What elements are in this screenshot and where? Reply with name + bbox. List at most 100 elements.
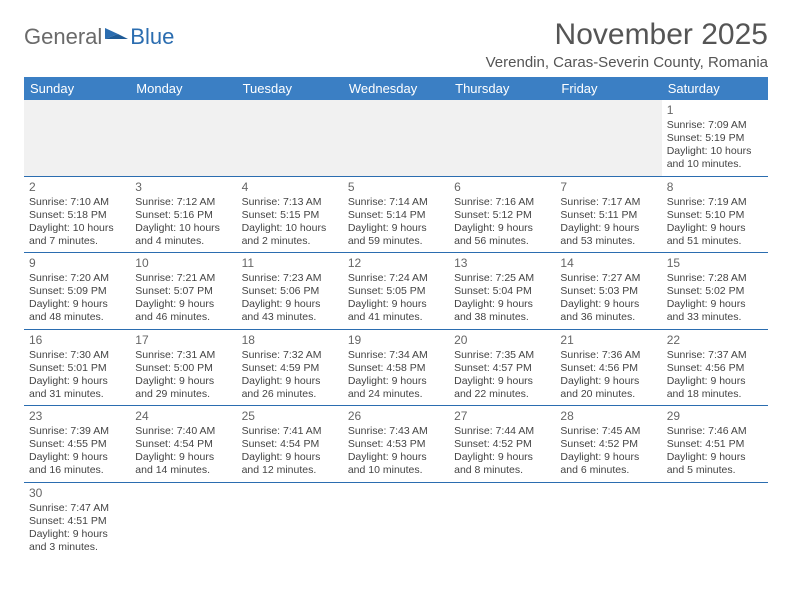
daylight-text: Daylight: 10 hours and 10 minutes. [667,145,763,171]
calendar-cell [237,482,343,558]
calendar-cell: 9Sunrise: 7:20 AMSunset: 5:09 PMDaylight… [24,253,130,330]
day-number: 18 [242,333,338,348]
daylight-text: Daylight: 9 hours and 5 minutes. [667,451,763,477]
sunrise-text: Sunrise: 7:19 AM [667,196,763,209]
calendar-cell: 22Sunrise: 7:37 AMSunset: 4:56 PMDayligh… [662,329,768,406]
daylight-text: Daylight: 9 hours and 14 minutes. [135,451,231,477]
sunset-text: Sunset: 4:58 PM [348,362,444,375]
header: General Blue November 2025 Verendin, Car… [24,18,768,71]
col-monday: Monday [130,77,236,100]
sunrise-text: Sunrise: 7:13 AM [242,196,338,209]
sunrise-text: Sunrise: 7:10 AM [29,196,125,209]
sunset-text: Sunset: 5:03 PM [560,285,656,298]
sunrise-text: Sunrise: 7:44 AM [454,425,550,438]
calendar-cell: 24Sunrise: 7:40 AMSunset: 4:54 PMDayligh… [130,406,236,483]
sunrise-text: Sunrise: 7:21 AM [135,272,231,285]
daylight-text: Daylight: 9 hours and 48 minutes. [29,298,125,324]
sunrise-text: Sunrise: 7:34 AM [348,349,444,362]
col-tuesday: Tuesday [237,77,343,100]
sunset-text: Sunset: 4:52 PM [454,438,550,451]
calendar-row: 23Sunrise: 7:39 AMSunset: 4:55 PMDayligh… [24,406,768,483]
col-friday: Friday [555,77,661,100]
sunset-text: Sunset: 5:04 PM [454,285,550,298]
calendar-cell: 29Sunrise: 7:46 AMSunset: 4:51 PMDayligh… [662,406,768,483]
sunset-text: Sunset: 4:54 PM [242,438,338,451]
daylight-text: Daylight: 9 hours and 29 minutes. [135,375,231,401]
sunset-text: Sunset: 5:19 PM [667,132,763,145]
sunset-text: Sunset: 5:06 PM [242,285,338,298]
daylight-text: Daylight: 9 hours and 46 minutes. [135,298,231,324]
day-number: 19 [348,333,444,348]
sunset-text: Sunset: 5:07 PM [135,285,231,298]
sunrise-text: Sunrise: 7:20 AM [29,272,125,285]
sunset-text: Sunset: 5:10 PM [667,209,763,222]
sunrise-text: Sunrise: 7:25 AM [454,272,550,285]
logo-text-1: General [24,24,102,50]
daylight-text: Daylight: 9 hours and 24 minutes. [348,375,444,401]
sunset-text: Sunset: 5:18 PM [29,209,125,222]
calendar-cell: 16Sunrise: 7:30 AMSunset: 5:01 PMDayligh… [24,329,130,406]
sunset-text: Sunset: 5:12 PM [454,209,550,222]
sunrise-text: Sunrise: 7:14 AM [348,196,444,209]
sunset-text: Sunset: 4:54 PM [135,438,231,451]
day-number: 4 [242,180,338,195]
daylight-text: Daylight: 9 hours and 16 minutes. [29,451,125,477]
daylight-text: Daylight: 9 hours and 33 minutes. [667,298,763,324]
calendar-table: Sunday Monday Tuesday Wednesday Thursday… [24,77,768,558]
sunset-text: Sunset: 4:53 PM [348,438,444,451]
day-number: 8 [667,180,763,195]
day-number: 24 [135,409,231,424]
calendar-cell: 10Sunrise: 7:21 AMSunset: 5:07 PMDayligh… [130,253,236,330]
logo: General Blue [24,18,174,50]
calendar-cell: 8Sunrise: 7:19 AMSunset: 5:10 PMDaylight… [662,176,768,253]
sunrise-text: Sunrise: 7:37 AM [667,349,763,362]
calendar-cell: 11Sunrise: 7:23 AMSunset: 5:06 PMDayligh… [237,253,343,330]
col-wednesday: Wednesday [343,77,449,100]
logo-flag-icon [104,25,130,43]
day-number: 28 [560,409,656,424]
calendar-cell: 23Sunrise: 7:39 AMSunset: 4:55 PMDayligh… [24,406,130,483]
col-saturday: Saturday [662,77,768,100]
calendar-cell: 5Sunrise: 7:14 AMSunset: 5:14 PMDaylight… [343,176,449,253]
calendar-row: 2Sunrise: 7:10 AMSunset: 5:18 PM Daylight… [24,176,768,253]
calendar-cell [237,100,343,176]
calendar-cell: 6Sunrise: 7:16 AMSunset: 5:12 PMDaylight… [449,176,555,253]
daylight-text: Daylight: 9 hours and 43 minutes. [242,298,338,324]
sunrise-text: Sunrise: 7:32 AM [242,349,338,362]
day-number: 2 [29,180,125,195]
sunset-text: Sunset: 5:00 PM [135,362,231,375]
sunset-text: Sunset: 5:02 PM [667,285,763,298]
daylight-text: Daylight: 9 hours and 22 minutes. [454,375,550,401]
sunset-text: Sunset: 5:15 PM [242,209,338,222]
sunset-text: Sunset: 5:14 PM [348,209,444,222]
sunrise-text: Sunrise: 7:31 AM [135,349,231,362]
calendar-cell: 13Sunrise: 7:25 AMSunset: 5:04 PMDayligh… [449,253,555,330]
calendar-cell: 26Sunrise: 7:43 AMSunset: 4:53 PMDayligh… [343,406,449,483]
sunrise-text: Sunrise: 7:40 AM [135,425,231,438]
calendar-cell: 17Sunrise: 7:31 AMSunset: 5:00 PMDayligh… [130,329,236,406]
calendar-cell: 14Sunrise: 7:27 AMSunset: 5:03 PMDayligh… [555,253,661,330]
daylight-text: Daylight: 9 hours and 53 minutes. [560,222,656,248]
calendar-row: 30Sunrise: 7:47 AMSunset: 4:51 PMDayligh… [24,482,768,558]
calendar-cell [343,100,449,176]
day-number: 23 [29,409,125,424]
sunset-text: Sunset: 5:11 PM [560,209,656,222]
sunset-text: Sunset: 4:59 PM [242,362,338,375]
calendar-cell [555,100,661,176]
sunrise-text: Sunrise: 7:35 AM [454,349,550,362]
calendar-cell: 4Sunrise: 7:13 AMSunset: 5:15 PMDaylight… [237,176,343,253]
calendar-cell: 18Sunrise: 7:32 AMSunset: 4:59 PMDayligh… [237,329,343,406]
sunset-text: Sunset: 4:55 PM [29,438,125,451]
calendar-cell: 1Sunrise: 7:09 AMSunset: 5:19 PMDaylight… [662,100,768,176]
sunrise-text: Sunrise: 7:30 AM [29,349,125,362]
logo-text-2: Blue [130,24,174,50]
sunset-text: Sunset: 5:16 PM [135,209,231,222]
calendar-cell [449,100,555,176]
sunrise-text: Sunrise: 7:23 AM [242,272,338,285]
day-number: 29 [667,409,763,424]
day-number: 3 [135,180,231,195]
daylight-text: Daylight: 9 hours and 10 minutes. [348,451,444,477]
sunrise-text: Sunrise: 7:36 AM [560,349,656,362]
calendar-row: 1Sunrise: 7:09 AMSunset: 5:19 PMDaylight… [24,100,768,176]
calendar-cell: 7Sunrise: 7:17 AMSunset: 5:11 PMDaylight… [555,176,661,253]
